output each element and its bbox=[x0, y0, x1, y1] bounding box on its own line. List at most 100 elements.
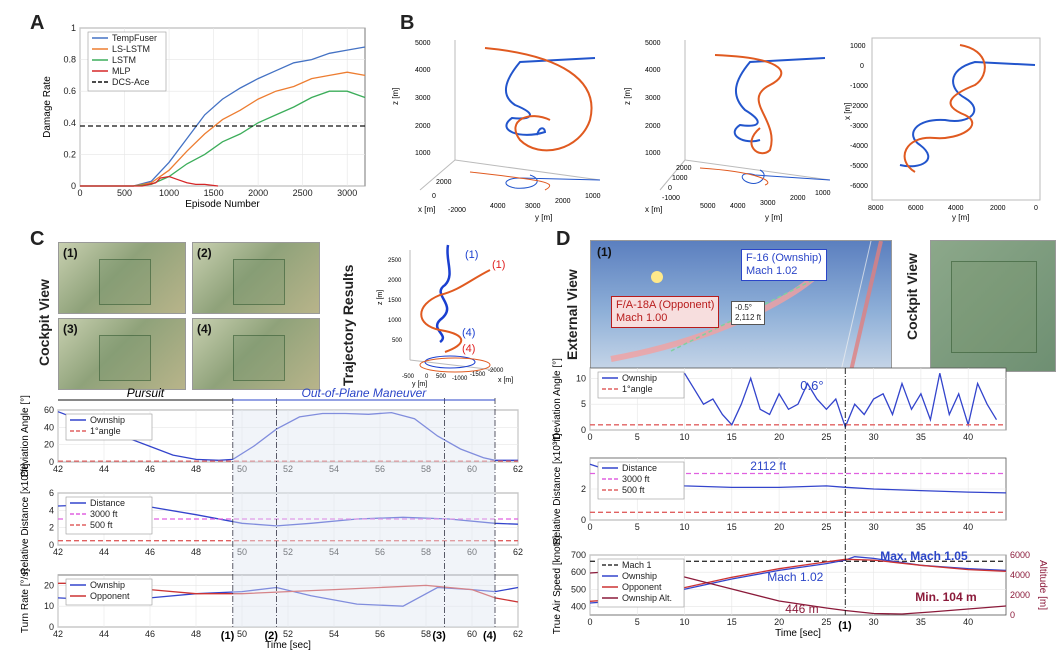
c-trajectory-results-label: Trajectory Results bbox=[340, 264, 356, 386]
b1-shadow-path bbox=[505, 174, 601, 189]
plot-frame bbox=[57, 409, 519, 463]
x-tick-label: 0 bbox=[587, 617, 592, 627]
plot-frame bbox=[57, 574, 519, 628]
b1-ytick-1: 4000 bbox=[490, 203, 506, 210]
hud-overlay bbox=[99, 335, 151, 381]
x-tick-label: 25 bbox=[821, 522, 831, 532]
legend-label: DCS-Ace bbox=[112, 77, 150, 87]
c-photo-num-2: (2) bbox=[197, 246, 212, 260]
c-traj-y-label: y [m] bbox=[412, 381, 427, 388]
c-traj-ztick-2: 2000 bbox=[388, 278, 402, 284]
x-tick-label: 42 bbox=[53, 464, 63, 474]
x-tick-label: 62 bbox=[513, 547, 523, 557]
y-tick-label: 6 bbox=[49, 488, 54, 498]
chart-d-bot: 0 5 10 15 20 25 30 35 40 400 500 600 700 0 2000 4000 600… bbox=[552, 535, 1048, 639]
c-traj-ztick-4: 1000 bbox=[388, 318, 402, 324]
x-tick-label: 50 bbox=[237, 464, 247, 474]
c-opponent-path bbox=[420, 269, 491, 353]
b1-x-label: x [m] bbox=[418, 205, 435, 214]
x-tick-label: 5 bbox=[635, 432, 640, 442]
x-tick-label: 60 bbox=[467, 547, 477, 557]
legend-box bbox=[597, 558, 685, 608]
b3-xtick-1: 1000 bbox=[850, 43, 866, 50]
plot-frame bbox=[589, 367, 1007, 431]
c-traj-ztick-3: 1500 bbox=[388, 298, 402, 304]
b2-ztick-4: 4000 bbox=[645, 67, 661, 74]
x-tick-label: 44 bbox=[99, 464, 109, 474]
c-traj-ztick-5: 500 bbox=[392, 338, 403, 344]
c-traj-ytick-3: 500 bbox=[436, 374, 447, 380]
series-line-opponent bbox=[58, 582, 519, 603]
x-tick-label: 2500 bbox=[293, 188, 313, 198]
x-tick-label: 40 bbox=[963, 432, 973, 442]
y2-tick-label: 0 bbox=[1010, 610, 1015, 620]
x-tick-label: 0 bbox=[587, 522, 592, 532]
b3-y-label: y [m] bbox=[952, 213, 969, 222]
c-traj-label-own-1: (1) bbox=[465, 249, 478, 261]
x-tick-label: 62 bbox=[513, 464, 523, 474]
legend-label: Distance bbox=[622, 463, 657, 473]
x-tick-label: 58 bbox=[421, 629, 431, 639]
x-tick-label: 30 bbox=[869, 432, 879, 442]
x-tick-label: 50 bbox=[237, 547, 247, 557]
y2-tick-label: 4000 bbox=[1010, 570, 1030, 580]
x-tick-label: 20 bbox=[774, 432, 784, 442]
x-tick-label: 56 bbox=[375, 547, 385, 557]
y-axis-label: Relative Distance [x10³ft] bbox=[20, 463, 31, 574]
c-traj-xtick-2: -1500 bbox=[470, 372, 486, 378]
series-line-ownship bbox=[57, 411, 518, 461]
b2-ytick-4: 2000 bbox=[790, 195, 806, 202]
x-tick-label: 62 bbox=[513, 629, 523, 639]
b3-ytick-1: 8000 bbox=[868, 205, 884, 212]
y-tick-label: 0 bbox=[49, 622, 54, 632]
legend-label: Ownship bbox=[622, 571, 657, 581]
c-traj-x-label: x [m] bbox=[498, 377, 513, 384]
b1-ztick-4: 4000 bbox=[415, 67, 431, 74]
x-tick-label: 52 bbox=[283, 629, 293, 639]
x-tick-label: 58 bbox=[421, 547, 431, 557]
b3-xtick-2: 0 bbox=[860, 63, 864, 70]
sun-dot bbox=[651, 271, 663, 283]
legend-label: LS-LSTM bbox=[112, 44, 150, 54]
y-tick-label: 0 bbox=[49, 540, 54, 550]
d-cockpit-view-label: Cockpit View bbox=[904, 253, 920, 340]
x-tick-label: 42 bbox=[53, 547, 63, 557]
b3-xtick-8: -6000 bbox=[850, 183, 868, 190]
y-tick-label: 0.2 bbox=[63, 149, 76, 159]
b1-z-label: z [m] bbox=[391, 88, 400, 105]
legend-label: Opponent bbox=[90, 591, 130, 601]
x-tick-label: 52 bbox=[283, 464, 293, 474]
c-marker-label: (2) bbox=[265, 630, 279, 642]
series-line-mlp bbox=[80, 175, 219, 187]
legend-label: 3000 ft bbox=[90, 509, 118, 519]
x-tick-label: 35 bbox=[916, 617, 926, 627]
b1-opponent-path bbox=[484, 47, 593, 152]
fa18-name: F/A-18A (Opponent) bbox=[616, 299, 715, 311]
x-tick-label: 48 bbox=[191, 629, 201, 639]
x-tick-label: 48 bbox=[191, 547, 201, 557]
c-photo-num-3: (3) bbox=[63, 322, 78, 336]
hud-overlay bbox=[233, 259, 285, 305]
x-tick-label: 5 bbox=[635, 522, 640, 532]
hud-info-distance: 2,112 ft bbox=[735, 313, 762, 322]
y-tick-label: 1 bbox=[71, 23, 76, 33]
legend-label: Ownship bbox=[622, 373, 657, 383]
b1-ztick-1: 1000 bbox=[415, 150, 431, 157]
series-line-distance bbox=[589, 463, 1007, 494]
b1-ownship-path bbox=[505, 57, 596, 136]
series-line-ownship bbox=[589, 556, 1007, 604]
b3-ytick-5: 0 bbox=[1034, 205, 1038, 212]
y-tick-label: 10 bbox=[44, 601, 54, 611]
c-traj-z-label: z [m] bbox=[377, 290, 384, 305]
y2-tick-label: 6000 bbox=[1010, 550, 1030, 560]
x-tick-label: 40 bbox=[963, 522, 973, 532]
x-tick-label: 5 bbox=[635, 617, 640, 627]
legend-label: Distance bbox=[90, 498, 125, 508]
x-tick-label: 3000 bbox=[337, 188, 357, 198]
b3-xtick-3: -1000 bbox=[850, 83, 868, 90]
x-tick-label: 40 bbox=[963, 617, 973, 627]
x-tick-label: 15 bbox=[727, 432, 737, 442]
b3-xtick-6: -4000 bbox=[850, 143, 868, 150]
x-tick-label: 2000 bbox=[248, 188, 268, 198]
x-tick-label: 1500 bbox=[204, 188, 224, 198]
